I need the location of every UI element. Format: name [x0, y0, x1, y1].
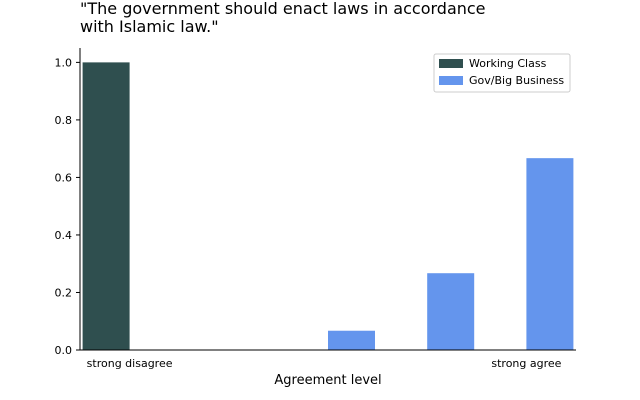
x-tick-label: strong agree [491, 357, 561, 370]
legend-swatch [439, 59, 463, 68]
bar-1-1 [82, 62, 130, 350]
bars-group [82, 62, 574, 350]
legend: Working Class Gov/Big Business [433, 53, 571, 93]
y-axis: 0.0 0.2 0.4 0.6 0.8 1.0 [55, 48, 81, 357]
legend-label: Gov/Big Business [469, 74, 564, 87]
y-tick-label: 0.4 [55, 229, 73, 242]
y-tick-label: 0.8 [55, 114, 73, 127]
chart-title-line-1: "The government should enact laws in acc… [80, 0, 486, 18]
y-tick-label: 0.6 [55, 171, 73, 184]
y-tick-label: 0.2 [55, 286, 73, 299]
y-tick-label: 0.0 [55, 344, 73, 357]
bar-2-4 [427, 273, 475, 350]
legend-frame [433, 53, 571, 93]
x-tick-label: strong disagree [87, 357, 173, 370]
legend-label: Working Class [469, 57, 547, 70]
bar-2-5 [526, 158, 574, 350]
bar-2-3 [328, 330, 375, 350]
x-axis: strong disagree strong agree [80, 349, 576, 370]
legend-swatch [439, 76, 463, 85]
x-axis-label: Agreement level [274, 373, 381, 388]
chart-title-line-2: with Islamic law." [80, 17, 219, 36]
y-tick-label: 1.0 [55, 56, 73, 69]
